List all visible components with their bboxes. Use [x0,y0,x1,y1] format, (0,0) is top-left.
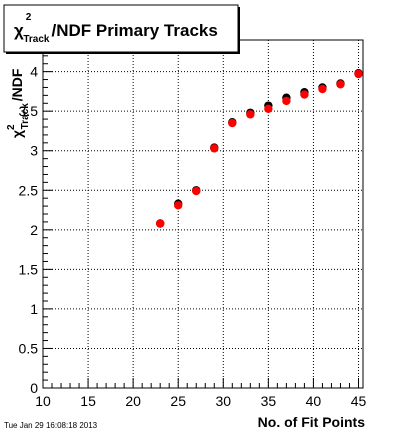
y-tick-label: 2.5 [19,182,39,198]
y-tick-label: 1 [30,301,38,317]
y-tick-labels: 0 0.5 1 1.5 2 2.5 3 3.5 4 [19,64,39,396]
y-tick-label: 3 [30,143,38,159]
title-box-shadow-bottom [6,52,238,54]
data-markers [155,69,363,228]
x-tick-label: 40 [306,393,322,409]
y-title-superscript: 2 [6,124,17,130]
grid-lines [42,40,363,389]
y-axis-title: χ2 Track/NDF [6,68,31,138]
title-box-shadow-right [238,7,240,54]
y-title-symbol: χ [9,130,25,138]
marker-series-1 [192,186,201,196]
timestamp: Tue Jan 29 16:08:18 2013 [4,421,98,430]
x-tick-label: 15 [80,393,96,409]
y-tick-label: 1.5 [19,261,39,277]
marker-series-1 [264,104,273,114]
marker-series-1 [210,144,219,153]
plot-frame [42,39,364,389]
chart-title: χ2 Track/NDF Primary Tracks [14,12,218,45]
marker-series-1 [354,69,363,79]
y-title-text: /NDF [9,68,25,101]
y-tick-label: 4 [30,64,38,80]
y-tick-label: 2 [30,222,38,238]
x-tick-labels: 10 15 20 25 30 35 40 45 [35,393,366,409]
x-tick-label: 20 [125,393,141,409]
x-tick-label: 25 [170,393,186,409]
title-symbol: χ [14,21,24,40]
marker-series-1 [318,84,327,94]
y-title-subscript: Track [20,103,31,130]
title-subscript: Track [23,34,50,45]
marker-series-1 [228,118,237,128]
y-tick-label: 0 [30,380,38,396]
marker-series-1 [300,90,309,99]
axis-ticks [42,39,359,389]
title-text: /NDF Primary Tracks [52,21,218,40]
x-tick-label: 35 [261,393,277,409]
title-superscript: 2 [26,12,32,23]
title-box: χ2 Track/NDF Primary Tracks [3,4,240,54]
marker-series-1 [155,219,165,228]
x-tick-label: 30 [215,393,231,409]
x-axis-title: No. of Fit Points [258,414,366,430]
marker-series-1 [174,201,183,210]
marker-series-1 [246,110,255,119]
y-tick-label: 3.5 [19,103,39,119]
x-tick-label: 45 [351,393,367,409]
marker-series-1 [282,96,291,106]
x-tick-label: 10 [35,393,51,409]
title-box-frame [3,4,239,53]
y-tick-label: 0.5 [19,340,39,356]
marker-series-1 [336,80,345,89]
